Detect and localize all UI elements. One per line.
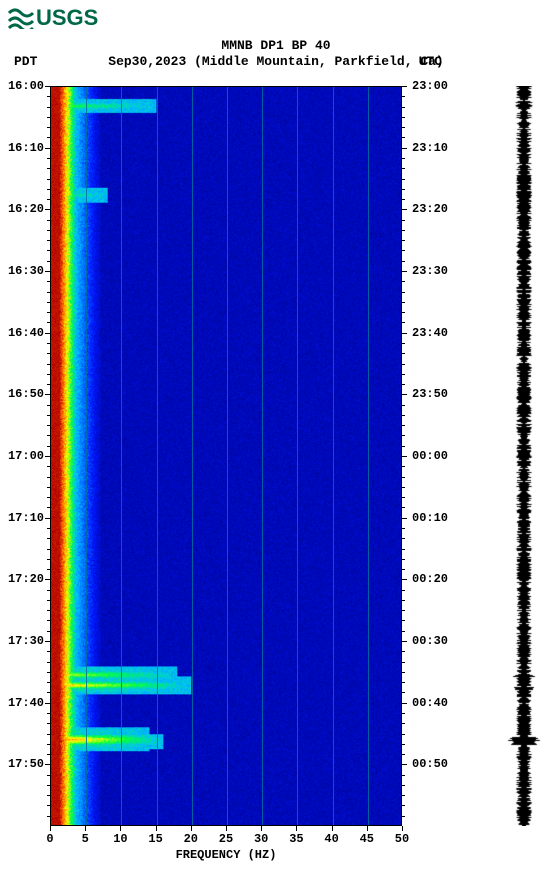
xtick: 35: [289, 832, 303, 846]
waveform-canvas: [504, 86, 544, 826]
ytick-left: 16:50: [8, 387, 44, 401]
xtick: 45: [360, 832, 374, 846]
ytick-left: 16:20: [8, 202, 44, 216]
xtick: 40: [324, 832, 338, 846]
ytick-right: 00:30: [412, 634, 448, 648]
xtick: 15: [148, 832, 162, 846]
x-axis-label: FREQUENCY (HZ): [50, 848, 402, 862]
page-subtitle: Sep30,2023 (Middle Mountain, Parkfield, …: [0, 54, 552, 69]
x-axis: FREQUENCY (HZ) 05101520253035404550: [50, 826, 402, 866]
xtick: 10: [113, 832, 127, 846]
ytick-right: 00:10: [412, 511, 448, 525]
ytick-left: 16:00: [8, 79, 44, 93]
xtick: 20: [184, 832, 198, 846]
ytick-right: 23:00: [412, 79, 448, 93]
ytick-left: 17:50: [8, 757, 44, 771]
ytick-right: 23:50: [412, 387, 448, 401]
ytick-left: 16:40: [8, 326, 44, 340]
xtick: 0: [46, 832, 53, 846]
ytick-right: 23:10: [412, 141, 448, 155]
y-axis-left: 16:0016:1016:2016:3016:4016:5017:0017:10…: [0, 86, 50, 826]
ytick-left: 17:20: [8, 572, 44, 586]
ytick-right: 23:20: [412, 202, 448, 216]
ytick-right: 00:00: [412, 449, 448, 463]
xtick: 5: [82, 832, 89, 846]
ytick-left: 17:30: [8, 634, 44, 648]
ytick-right: 23:40: [412, 326, 448, 340]
waveform-panel: [504, 86, 544, 826]
xtick: 50: [395, 832, 409, 846]
page-title: MMNB DP1 BP 40: [0, 38, 552, 53]
ytick-right: 00:40: [412, 696, 448, 710]
ytick-left: 17:00: [8, 449, 44, 463]
ytick-left: 17:40: [8, 696, 44, 710]
spectrogram-plot: [50, 86, 402, 826]
usgs-logo: USGS: [8, 5, 98, 31]
xtick: 30: [254, 832, 268, 846]
usgs-logo-text: USGS: [36, 5, 98, 31]
ytick-left: 17:10: [8, 511, 44, 525]
tz-right-label: UTC: [419, 54, 442, 69]
spectrogram-canvas: [51, 87, 401, 825]
xtick: 25: [219, 832, 233, 846]
ytick-left: 16:30: [8, 264, 44, 278]
y-axis-right: 23:0023:1023:2023:3023:4023:5000:0000:10…: [402, 86, 452, 826]
ytick-right: 23:30: [412, 264, 448, 278]
ytick-right: 00:50: [412, 757, 448, 771]
ytick-left: 16:10: [8, 141, 44, 155]
usgs-wave-icon: [8, 7, 34, 29]
ytick-right: 00:20: [412, 572, 448, 586]
